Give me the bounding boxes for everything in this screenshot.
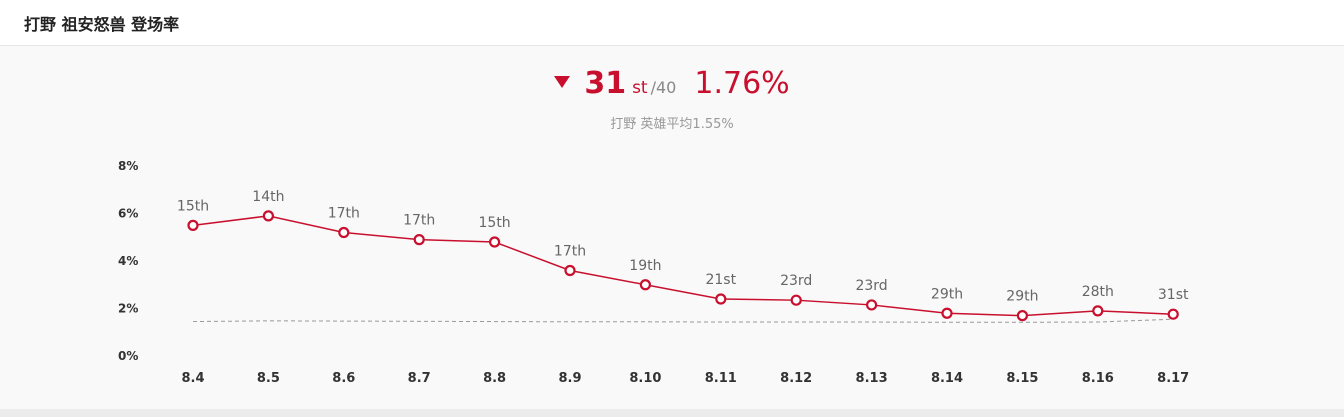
x-tick-label: 8.7 — [408, 371, 431, 386]
data-label: 29th — [1006, 289, 1038, 305]
data-point — [1092, 305, 1104, 317]
x-tick-label: 8.16 — [1082, 371, 1114, 386]
data-label: 23rd — [780, 273, 812, 289]
x-tick-label: 8.8 — [483, 371, 506, 386]
role-average: 打野 英雄平均1.55% — [0, 113, 1344, 132]
data-point — [338, 226, 350, 239]
y-tick-label: 8% — [118, 159, 138, 173]
data-label: 19th — [629, 258, 661, 274]
pick-rate-value: 1.76% — [694, 66, 790, 101]
x-tick-label: 8.15 — [1006, 371, 1038, 386]
data-point — [865, 299, 878, 311]
x-tick-label: 8.11 — [705, 371, 737, 386]
rank-summary: 31 st /40 1.76% — [0, 66, 1344, 101]
rank-down-arrow-icon — [554, 76, 571, 88]
data-label: 23rd — [855, 278, 887, 294]
y-tick-label: 2% — [118, 302, 138, 316]
y-tick-label: 6% — [118, 207, 138, 221]
x-tick-label: 8.9 — [558, 371, 581, 386]
data-label: 14th — [252, 189, 284, 205]
data-point — [1167, 308, 1179, 320]
data-point — [715, 293, 727, 305]
data-label: 29th — [931, 286, 963, 302]
page-header: 打野 祖安怒兽 登场率 — [0, 0, 1344, 46]
role-average-label: 英雄平均1.55% — [640, 117, 734, 132]
pick-rate-series-line — [192, 215, 1174, 317]
data-label: 15th — [479, 215, 511, 231]
data-label: 17th — [403, 213, 435, 229]
data-label: 31st — [1158, 287, 1189, 303]
data-label: 17th — [554, 244, 586, 260]
pick-rate-chart: 8% 6% 4% 2% 0% 8.4 8.5 8.6 8.7 8.8 8.9 8.10 8.11 8.12… — [118, 159, 1189, 386]
data-point — [1016, 310, 1029, 322]
role-average-role: 打野 — [610, 117, 637, 132]
x-tick-label: 8.14 — [931, 371, 963, 386]
footer-bar — [0, 409, 1344, 417]
rank-total: /40 — [650, 78, 677, 97]
page-title: 打野 祖安怒兽 登场率 — [24, 14, 180, 34]
x-tick-label: 8.17 — [1157, 371, 1189, 386]
data-label: 28th — [1082, 284, 1114, 300]
data-point — [564, 264, 576, 277]
data-point — [489, 236, 501, 248]
x-tick-label: 8.6 — [332, 371, 355, 386]
data-point — [262, 210, 274, 222]
y-tick-label: 4% — [118, 254, 138, 268]
average-series-line — [192, 318, 1174, 323]
data-point — [413, 234, 425, 246]
x-tick-label: 8.10 — [629, 371, 661, 386]
data-point — [187, 219, 199, 231]
data-point — [790, 294, 802, 306]
rank-suffix: st — [632, 78, 648, 98]
x-tick-label: 8.13 — [856, 371, 888, 386]
y-tick-label: 0% — [118, 349, 138, 363]
data-label: 17th — [328, 206, 360, 222]
data-point — [639, 279, 652, 291]
x-tick-label: 8.12 — [780, 371, 812, 386]
data-point — [941, 307, 953, 319]
data-label: 15th — [177, 198, 209, 214]
data-label: 21st — [705, 272, 736, 288]
x-tick-label: 8.5 — [257, 371, 280, 386]
x-tick-label: 8.4 — [181, 371, 204, 386]
rank-number: 31 — [584, 66, 627, 101]
stats-panel: 31 st /40 1.76% 打野 英雄平均1.55% 8% 6% 4% 2% 0% 8… — [0, 46, 1344, 409]
